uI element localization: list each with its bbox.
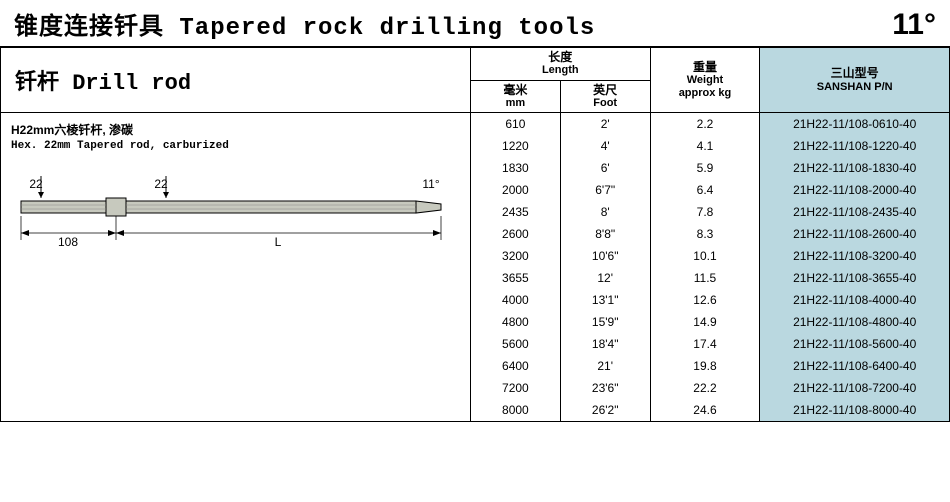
title-cn: 锥度连接钎具: [14, 15, 164, 42]
cell-mm: 8000: [470, 399, 560, 422]
tip-angle-label: 11°: [422, 177, 439, 191]
product-name-en: Hex. 22mm Tapered rod, carburized: [11, 140, 460, 152]
cell-pn: 21H22-11/108-4000-40: [760, 289, 950, 311]
cell-pn: 21H22-11/108-0610-40: [760, 113, 950, 136]
section-title-cn: 钎杆: [15, 71, 59, 96]
cell-mm: 4800: [470, 311, 560, 333]
col-length-cn: 长度: [471, 50, 650, 64]
shank-len-label: 108: [58, 235, 78, 249]
cell-pn: 21H22-11/108-7200-40: [760, 377, 950, 399]
cell-weight: 17.4: [650, 333, 760, 355]
cell-foot: 4': [560, 135, 650, 157]
col-pn-cn: 三山型号: [760, 66, 949, 80]
cell-weight: 6.4: [650, 179, 760, 201]
cell-mm: 7200: [470, 377, 560, 399]
cell-pn: 21H22-11/108-8000-40: [760, 399, 950, 422]
cell-weight: 22.2: [650, 377, 760, 399]
cell-pn: 21H22-11/108-3655-40: [760, 267, 950, 289]
cell-weight: 4.1: [650, 135, 760, 157]
drill-rod-diagram: 222211°108L: [11, 168, 451, 258]
title-en: Tapered rock drilling tools: [179, 15, 595, 42]
product-name-cn: H22mm六棱钎杆, 渗碳: [11, 121, 460, 138]
spec-table-body: H22mm六棱钎杆, 渗碳 Hex. 22mm Tapered rod, carb…: [1, 113, 950, 422]
cell-mm: 2600: [470, 223, 560, 245]
col-foot-header: 英尺 Foot: [560, 80, 650, 113]
col-mm-en: mm: [471, 97, 560, 110]
cell-weight: 14.9: [650, 311, 760, 333]
cell-pn: 21H22-11/108-3200-40: [760, 245, 950, 267]
cell-foot: 15'9": [560, 311, 650, 333]
cell-pn: 21H22-11/108-1220-40: [760, 135, 950, 157]
cell-foot: 12': [560, 267, 650, 289]
col-pn-header: 三山型号 SANSHAN P/N: [760, 48, 950, 113]
page-title-bar: 锥度连接钎具 Tapered rock drilling tools 11°: [0, 0, 950, 47]
cell-weight: 19.8: [650, 355, 760, 377]
cell-weight: 24.6: [650, 399, 760, 422]
cell-foot: 8'8": [560, 223, 650, 245]
cell-weight: 7.8: [650, 201, 760, 223]
col-mm-header: 毫米 mm: [470, 80, 560, 113]
col-length-en: Length: [471, 64, 650, 77]
cell-mm: 1830: [470, 157, 560, 179]
page-title: 锥度连接钎具 Tapered rock drilling tools: [14, 6, 595, 42]
rod-drawing: [21, 198, 441, 216]
cell-foot: 8': [560, 201, 650, 223]
cell-foot: 10'6": [560, 245, 650, 267]
col-weight-cn: 重量: [651, 60, 760, 74]
cell-foot: 23'6": [560, 377, 650, 399]
cell-foot: 21': [560, 355, 650, 377]
cell-pn: 21H22-11/108-6400-40: [760, 355, 950, 377]
cell-foot: 18'4": [560, 333, 650, 355]
cell-weight: 10.1: [650, 245, 760, 267]
col-weight-en: Weight: [651, 74, 760, 87]
col-foot-en: Foot: [561, 97, 650, 110]
cell-foot: 6': [560, 157, 650, 179]
cell-pn: 21H22-11/108-2600-40: [760, 223, 950, 245]
cell-weight: 8.3: [650, 223, 760, 245]
section-title-en: Drill rod: [72, 71, 191, 96]
cell-mm: 4000: [470, 289, 560, 311]
col-length-header: 长度 Length: [470, 48, 650, 81]
cell-foot: 2': [560, 113, 650, 136]
cell-foot: 6'7": [560, 179, 650, 201]
cell-mm: 3200: [470, 245, 560, 267]
cell-mm: 5600: [470, 333, 560, 355]
cell-mm: 1220: [470, 135, 560, 157]
taper-angle: 11°: [892, 8, 936, 42]
table-row: H22mm六棱钎杆, 渗碳Hex. 22mm Tapered rod, carb…: [1, 113, 950, 136]
col-weight-unit: approx kg: [651, 87, 760, 100]
col-pn-en: SANSHAN P/N: [760, 81, 949, 94]
cell-mm: 2000: [470, 179, 560, 201]
cell-pn: 21H22-11/108-2000-40: [760, 179, 950, 201]
product-cell: H22mm六棱钎杆, 渗碳 Hex. 22mm Tapered rod, carb…: [1, 113, 471, 422]
cell-pn: 21H22-11/108-4800-40: [760, 311, 950, 333]
col-weight-header: 重量 Weight approx kg: [650, 48, 760, 113]
cell-mm: 610: [470, 113, 560, 136]
cell-weight: 2.2: [650, 113, 760, 136]
col-mm-cn: 毫米: [471, 83, 560, 97]
cell-pn: 21H22-11/108-1830-40: [760, 157, 950, 179]
spec-table: 钎杆 Drill rod 长度 Length 重量 Weight approx …: [0, 47, 950, 422]
cell-pn: 21H22-11/108-2435-40: [760, 201, 950, 223]
cell-foot: 26'2": [560, 399, 650, 422]
cell-foot: 13'1": [560, 289, 650, 311]
cell-mm: 2435: [470, 201, 560, 223]
col-foot-cn: 英尺: [561, 83, 650, 97]
cell-mm: 6400: [470, 355, 560, 377]
body-len-label: L: [275, 235, 282, 249]
cell-weight: 12.6: [650, 289, 760, 311]
section-title-cell: 钎杆 Drill rod: [1, 48, 471, 113]
cell-pn: 21H22-11/108-5600-40: [760, 333, 950, 355]
cell-weight: 11.5: [650, 267, 760, 289]
cell-weight: 5.9: [650, 157, 760, 179]
cell-mm: 3655: [470, 267, 560, 289]
